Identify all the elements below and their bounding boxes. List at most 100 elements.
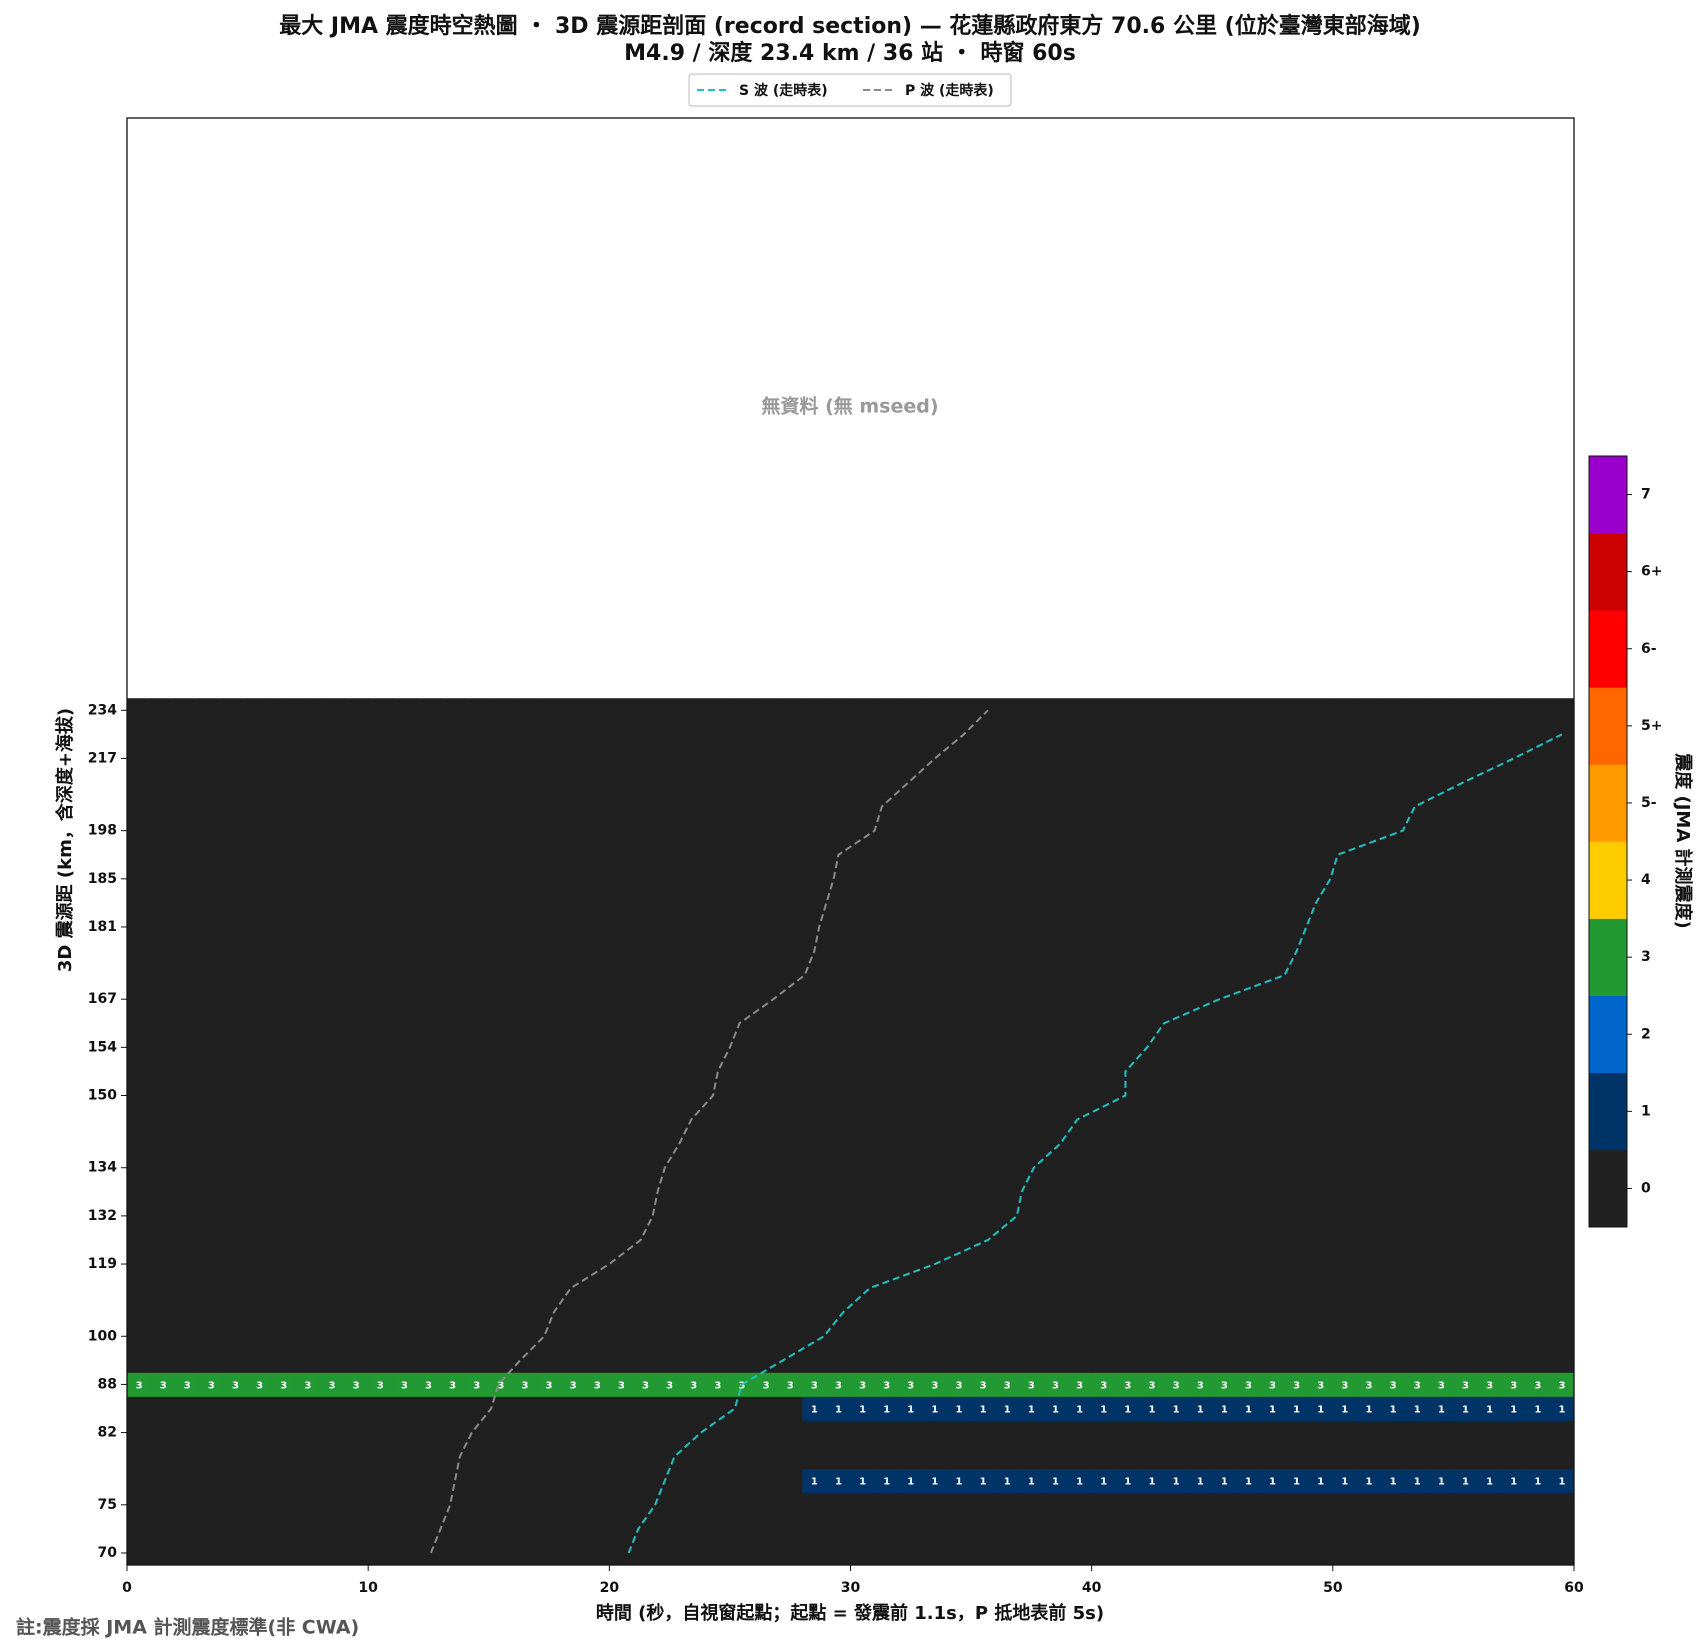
- heat-cell: [488, 1083, 514, 1108]
- heat-cell: [1477, 818, 1503, 844]
- heat-cell: [1019, 1107, 1044, 1133]
- heat-cell: [295, 1420, 321, 1446]
- heat-cell: [1429, 1155, 1454, 1181]
- heat-cell: [416, 794, 441, 820]
- heat-cell: [536, 1252, 562, 1277]
- heat-cell: [536, 1372, 562, 1397]
- heat-cell: [971, 1372, 996, 1397]
- heat-cell: [754, 1420, 779, 1446]
- heat-cell: [247, 698, 273, 723]
- heat-cell: [1381, 1372, 1406, 1397]
- heat-cell: [995, 1300, 1020, 1325]
- heat-cell: [585, 1155, 610, 1181]
- heat-cell: [488, 1276, 514, 1301]
- heat-cell: [1405, 1324, 1430, 1349]
- heat-cell: [536, 698, 562, 723]
- heat-cell: [127, 1011, 152, 1036]
- heat-cell: [705, 1276, 731, 1301]
- heat-cell: [1019, 866, 1044, 892]
- heat-cell: [946, 866, 972, 892]
- heat-cell: [1115, 1131, 1141, 1157]
- heat-cell: [1381, 1179, 1406, 1205]
- heat-cell: [1212, 746, 1237, 771]
- heat-cell: [464, 818, 490, 844]
- heat-cell: [729, 1420, 755, 1446]
- heat-cell: [1332, 1372, 1358, 1397]
- heat-cell: [681, 1203, 707, 1229]
- heat-cell: [754, 1227, 779, 1253]
- heat-cell: [585, 1372, 610, 1397]
- heat-cell: [416, 866, 441, 892]
- heat-cell: [1356, 1372, 1382, 1397]
- heat-cell: [1549, 746, 1575, 771]
- heat-cell: [368, 914, 393, 940]
- heat-cell: [778, 842, 803, 868]
- heat-cell: [778, 890, 803, 916]
- heat-cell: [488, 1155, 514, 1181]
- heat-cell: [995, 1035, 1020, 1060]
- heat-cell: [729, 794, 755, 820]
- heat-cell: [1405, 842, 1430, 868]
- heat-cell: [416, 963, 441, 988]
- heat-cell: [922, 1083, 948, 1108]
- heat-cell: [633, 1468, 658, 1494]
- heat-cell: [1308, 746, 1334, 771]
- heat-cell: [1019, 698, 1044, 723]
- heat-cell: [1139, 1011, 1165, 1036]
- heat-cell: [223, 698, 248, 723]
- heat-cell: [1260, 1059, 1285, 1084]
- heat-cell: [1453, 1131, 1478, 1157]
- heat-cell: [319, 722, 345, 747]
- heat-cell: [778, 1420, 803, 1446]
- heat-cell: [995, 698, 1020, 723]
- heat-cell: [464, 1059, 490, 1084]
- heat-cell: [1453, 914, 1478, 940]
- cell-label: 3: [473, 1380, 480, 1391]
- heat-cell: [247, 746, 273, 771]
- heat-cell: [1115, 1348, 1141, 1373]
- heat-cell: [1308, 842, 1334, 868]
- heat-cell: [1236, 1468, 1261, 1494]
- heat-cell: [754, 1300, 779, 1325]
- heat-cell: [826, 1203, 851, 1229]
- heat-cell: [609, 770, 634, 795]
- heat-cell: [416, 1035, 441, 1060]
- heat-cell: [1212, 1300, 1237, 1325]
- heat-cell: [1501, 1276, 1527, 1301]
- heat-cell: [561, 1083, 586, 1108]
- cell-label: 3: [521, 1380, 528, 1391]
- heat-cell: [1212, 1444, 1237, 1470]
- heat-cell: [995, 963, 1020, 988]
- heat-cell: [1477, 1227, 1503, 1253]
- heat-cell: [971, 1155, 996, 1181]
- heat-cell: [1381, 1516, 1406, 1542]
- heat-cell: [1019, 1396, 1044, 1421]
- heat-cell: [729, 1516, 755, 1542]
- cell-label: 3: [1100, 1380, 1107, 1391]
- heat-cell: [512, 1011, 538, 1036]
- heat-cell: [778, 1396, 803, 1421]
- heat-cell: [271, 963, 297, 988]
- heat-cell: [295, 722, 321, 747]
- heat-cell: [1549, 1468, 1575, 1494]
- heat-cell: [1308, 1083, 1334, 1108]
- heat-cell: [199, 1444, 224, 1470]
- heat-cell: [247, 1227, 273, 1253]
- heat-cell: [1212, 818, 1237, 844]
- heat-cell: [1381, 1131, 1406, 1157]
- colorbar-segment: [1589, 764, 1627, 842]
- heat-cell: [247, 1011, 273, 1036]
- heat-cell: [368, 1179, 393, 1205]
- heat-cell: [1188, 842, 1213, 868]
- cell-label: 1: [1028, 1405, 1035, 1416]
- heat-cell: [633, 770, 658, 795]
- heat-cell: [633, 1444, 658, 1470]
- heat-cell: [1405, 939, 1430, 964]
- heat-cell: [657, 963, 683, 988]
- heat-cell: [175, 1011, 200, 1036]
- heat-cell: [488, 842, 514, 868]
- heat-cell: [1429, 1348, 1454, 1373]
- heat-cell: [850, 1372, 876, 1397]
- heat-cell: [802, 794, 827, 820]
- heat-cell: [1043, 1492, 1068, 1518]
